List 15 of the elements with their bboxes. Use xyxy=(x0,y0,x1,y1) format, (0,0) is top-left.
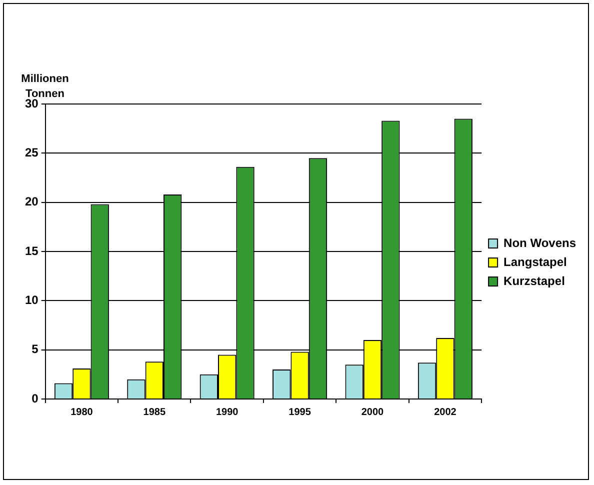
y-tick-label: 20 xyxy=(24,194,39,209)
x-tick-label: 1995 xyxy=(288,406,312,418)
x-tick-label: 1990 xyxy=(216,406,239,418)
x-tick-label: 2002 xyxy=(434,406,457,418)
y-tick-label: 0 xyxy=(32,391,39,406)
y-tick-label: 5 xyxy=(32,342,39,356)
legend-label: Non Wovens xyxy=(504,236,576,250)
legend-label: Kurzstapel xyxy=(504,274,565,288)
y-tick-label: 10 xyxy=(24,292,39,307)
legend-label: Langstapel xyxy=(504,254,567,269)
x-tick-label: 2000 xyxy=(361,406,384,418)
x-tick-label: 1980 xyxy=(70,406,94,418)
x-tick-label: 1985 xyxy=(143,406,166,418)
y-tick-label: 25 xyxy=(24,145,39,160)
y-tick-label: 15 xyxy=(24,244,39,258)
